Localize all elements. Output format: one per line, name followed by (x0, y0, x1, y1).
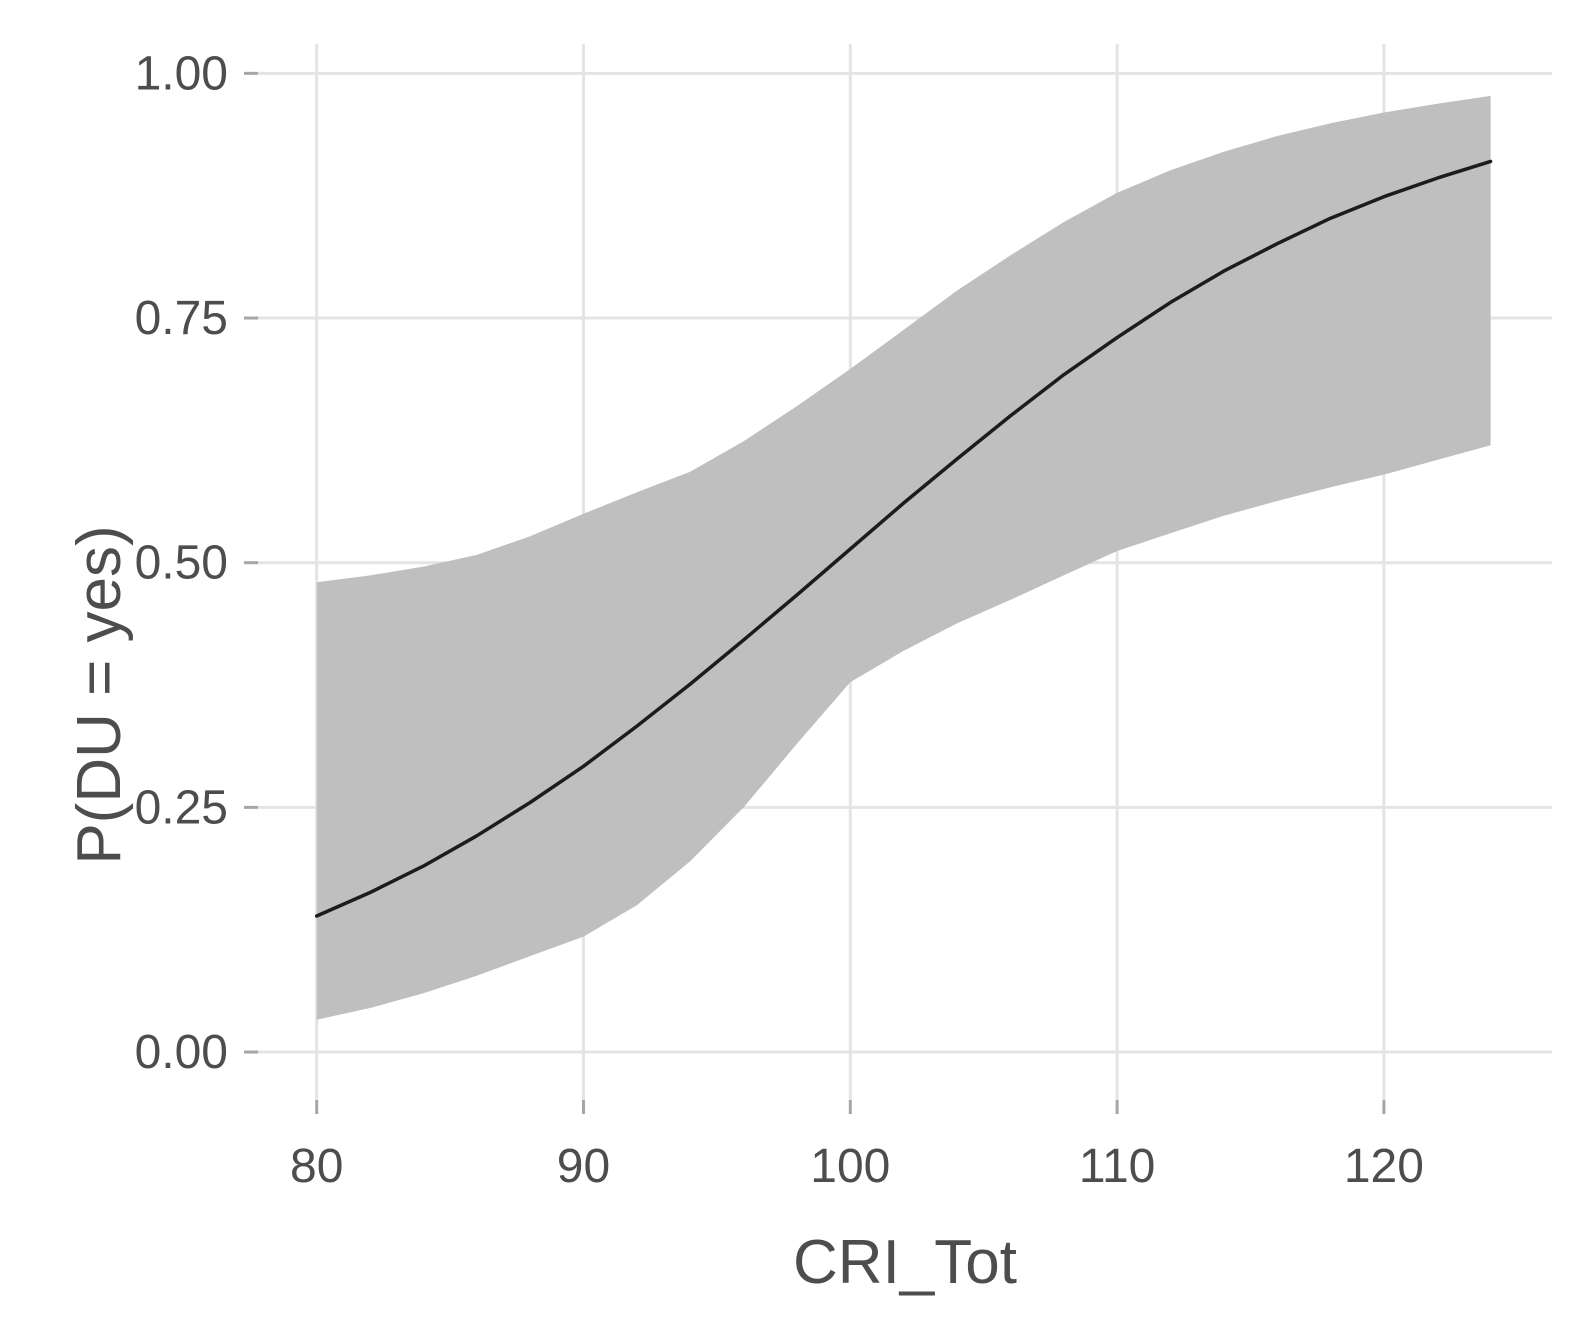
x-tick-label: 120 (1344, 1140, 1424, 1193)
y-tick-label: 0.25 (135, 781, 228, 834)
x-axis-title: CRI_Tot (793, 1228, 1017, 1297)
y-axis-title: P(DU = yes) (65, 525, 134, 865)
axis-tick-labels: 80 90 100 110 120 0.00 0.25 0.50 0.75 1.00 (135, 47, 1424, 1193)
confidence-band (316, 95, 1491, 1020)
confidence-band-area (316, 95, 1491, 1020)
y-tick-label: 0.75 (135, 292, 228, 345)
fitted-curve (314, 159, 1493, 918)
y-tick-label: 0.50 (135, 537, 228, 590)
axis-ticks (244, 71, 1386, 1114)
y-tick-label: 0.00 (135, 1026, 228, 1079)
y-tick-label: 1.00 (135, 47, 228, 100)
probability-curve (314, 159, 1493, 918)
x-tick-label: 90 (557, 1140, 610, 1193)
x-tick-label: 80 (290, 1140, 343, 1193)
x-tick-label: 110 (1079, 1140, 1156, 1193)
x-tick-label: 100 (810, 1140, 890, 1193)
